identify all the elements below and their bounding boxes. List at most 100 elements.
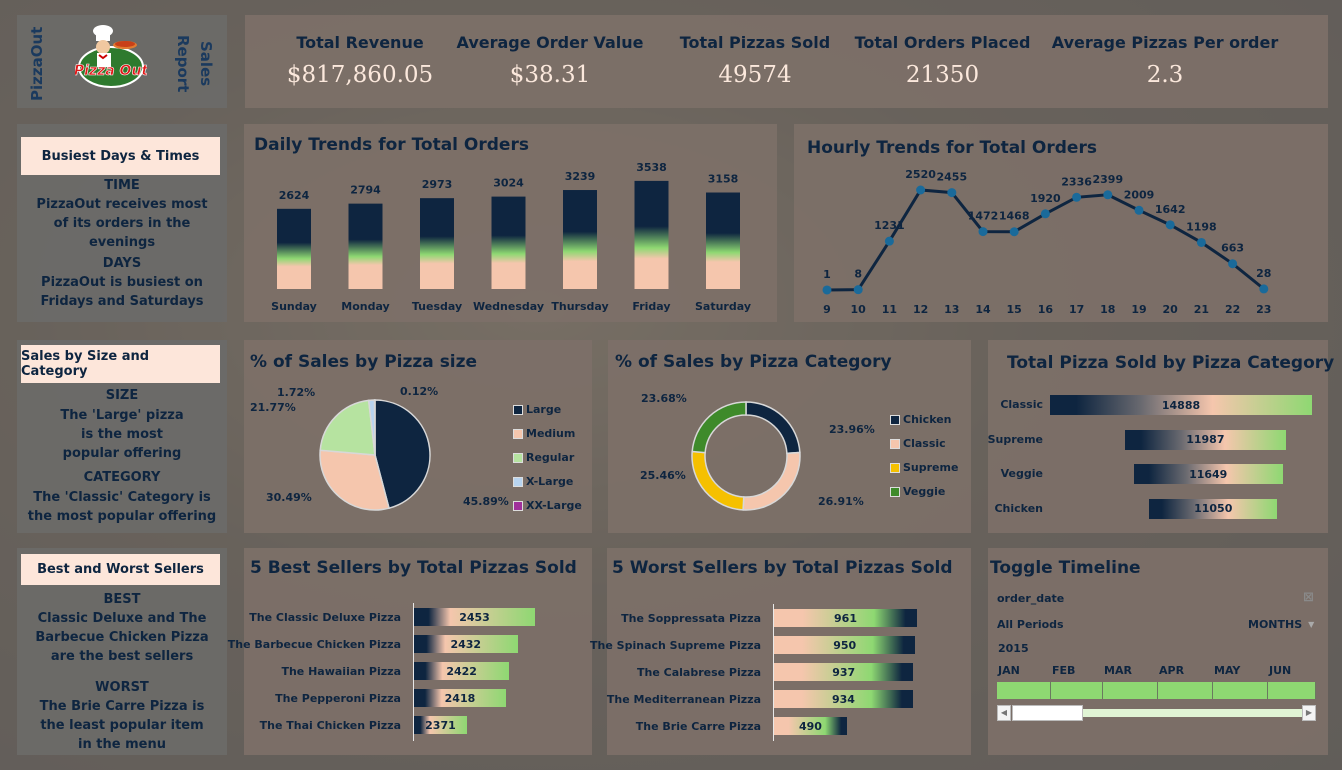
pie-data-label: 45.89% [463,495,509,508]
insight-best-worst-panel: Best and Worst Sellers BEST Classic Delu… [17,548,227,755]
bar-category-label: The Barbecue Chicken Pizza [227,638,401,651]
legend-label: Regular [526,451,575,464]
bar-category-label: The Spinach Supreme Pizza [590,639,761,652]
legend-swatch [890,414,900,425]
hourly-data-label: 663 [1221,242,1244,255]
legend-label: Veggie [903,485,946,498]
worst-sellers-title: 5 Worst Sellers by Total Pizzas Sold [612,558,953,578]
hourly-data-label: 1472 [968,210,999,223]
legend-item: Veggie [890,485,945,498]
report-vertical-text-2: Report [174,35,192,93]
hourly-point [1103,190,1113,200]
timeline-month-cell[interactable] [1213,682,1268,699]
insight-text-time: PizzaOut receives most of its orders in … [36,197,208,250]
hourly-data-label: 2399 [1092,173,1123,186]
daily-trends-chart: 2624 Sunday 2794 Monday 2973 Tuesday 3024 Wedne… [271,161,751,313]
hourly-x-label: 9 [823,303,831,316]
bar: 934 [774,690,913,708]
daily-data-label: 2624 [279,189,310,202]
bar: 2418 [414,689,506,707]
hourly-x-label: 23 [1256,303,1271,316]
bar: 961 [774,609,917,627]
timeline-month-cell[interactable] [997,682,1051,699]
granularity-value: MONTHS [1248,618,1303,631]
daily-x-label: Tuesday [412,300,462,313]
hourly-x-label: 19 [1131,303,1146,316]
legend-label: Classic [903,437,946,450]
insight-text-category: The 'Classic' Category is the most popul… [27,490,217,524]
bar-category-label: The Mediterranean Pizza [606,693,761,706]
pie-data-label: 26.91% [818,495,864,508]
kpi-average-pizzas-per-order: Average Pizzas Per order 2.3 [1050,33,1280,88]
pie-slice [319,399,376,456]
brand-vertical-text: PizzaOut [28,26,46,101]
hourly-data-label: 2009 [1124,188,1155,201]
legend-item: Chicken [890,413,952,426]
timeline-month-cell[interactable] [1268,682,1316,699]
scroll-left-button[interactable]: ◀ [997,705,1011,721]
scroll-track[interactable] [1014,709,1312,717]
kpi-value: 49574 [718,62,792,88]
kpi-value: 2.3 [1146,62,1184,88]
bar-category-label: The Brie Carre Pizza [635,720,761,733]
clear-filter-icon[interactable]: ⊠ [1303,590,1314,605]
bar-category-label: The Classic Deluxe Pizza [249,611,401,624]
pie-data-label: 21.77% [250,401,296,414]
timeline-month-label: JAN [998,664,1020,677]
best-axis-line [413,603,414,741]
hourly-x-label: 18 [1100,303,1115,316]
pie-data-label: 25.46% [640,469,686,482]
report-vertical-text-1: Sales [197,41,215,87]
category-chart-title: % of Sales by Pizza Category [615,352,892,372]
kpi-label: Total Orders Placed [854,33,1031,52]
insight-heading-time: TIME [104,178,140,193]
bar: 2432 [414,635,518,653]
category-sold-title: Total Pizza Sold by Pizza Category [1007,353,1335,373]
scroll-right-button[interactable]: ▶ [1302,705,1316,721]
hourly-data-label: 28 [1256,267,1271,280]
timeline-month-cell[interactable] [1103,682,1158,699]
bar: 2453 [414,608,535,626]
pie-slice [319,449,390,511]
legend-item: Large [513,403,561,416]
legend-item: Regular [513,451,574,464]
scroll-thumb[interactable] [1012,705,1083,721]
bar: 11050 [1149,498,1278,519]
hourly-data-label: 8 [854,268,862,281]
chef-logo-icon: Pizza Out [75,25,147,88]
timeline-scrollbar[interactable]: ◀ ▶ [997,705,1316,721]
daily-data-label: 3538 [636,161,667,174]
legend-item: X-Large [513,475,573,488]
kpi-label: Total Pizzas Sold [679,33,831,52]
bar: 14888 [1050,395,1312,415]
pie-slice [691,450,745,511]
timeline-month-cell[interactable] [1051,682,1103,699]
daily-data-label: 2794 [350,184,381,197]
legend-label: Chicken [903,413,952,426]
kpi-total-revenue: Total Revenue $817,860.05 [277,33,443,88]
bar-category-label: The Thai Chicken Pizza [259,719,401,732]
hourly-data-label: 2520 [905,168,936,181]
granularity-dropdown[interactable]: MONTHS ▼ [1248,618,1314,631]
kpi-total-pizzas-sold: Total Pizzas Sold 49574 [675,33,835,88]
hourly-x-label: 15 [1007,303,1022,316]
hourly-data-label: 1468 [999,210,1030,223]
timeline-panel [988,548,1328,755]
bar: 490 [774,717,847,735]
hourly-data-label: 1198 [1186,220,1217,233]
timeline-month-label: JUN [1269,664,1292,677]
legend-item: Classic [890,437,946,450]
insight-heading-category: CATEGORY [83,470,161,485]
kpi-average-order-value: Average Order Value $38.31 [455,33,645,88]
timeline-field-label: order_date [997,592,1065,605]
timeline-month-cell[interactable] [1158,682,1213,699]
hourly-data-label: 1 [823,268,831,281]
kpi-label: Average Order Value [456,33,644,52]
svg-text:Pizza Out: Pizza Out [75,63,147,79]
insight-heading-worst: WORST [95,680,149,695]
legend-swatch [890,486,900,497]
hourly-point [1196,237,1206,247]
hourly-point [916,185,926,195]
hourly-x-label: 11 [882,303,897,316]
timeline-title: Toggle Timeline [990,558,1141,578]
